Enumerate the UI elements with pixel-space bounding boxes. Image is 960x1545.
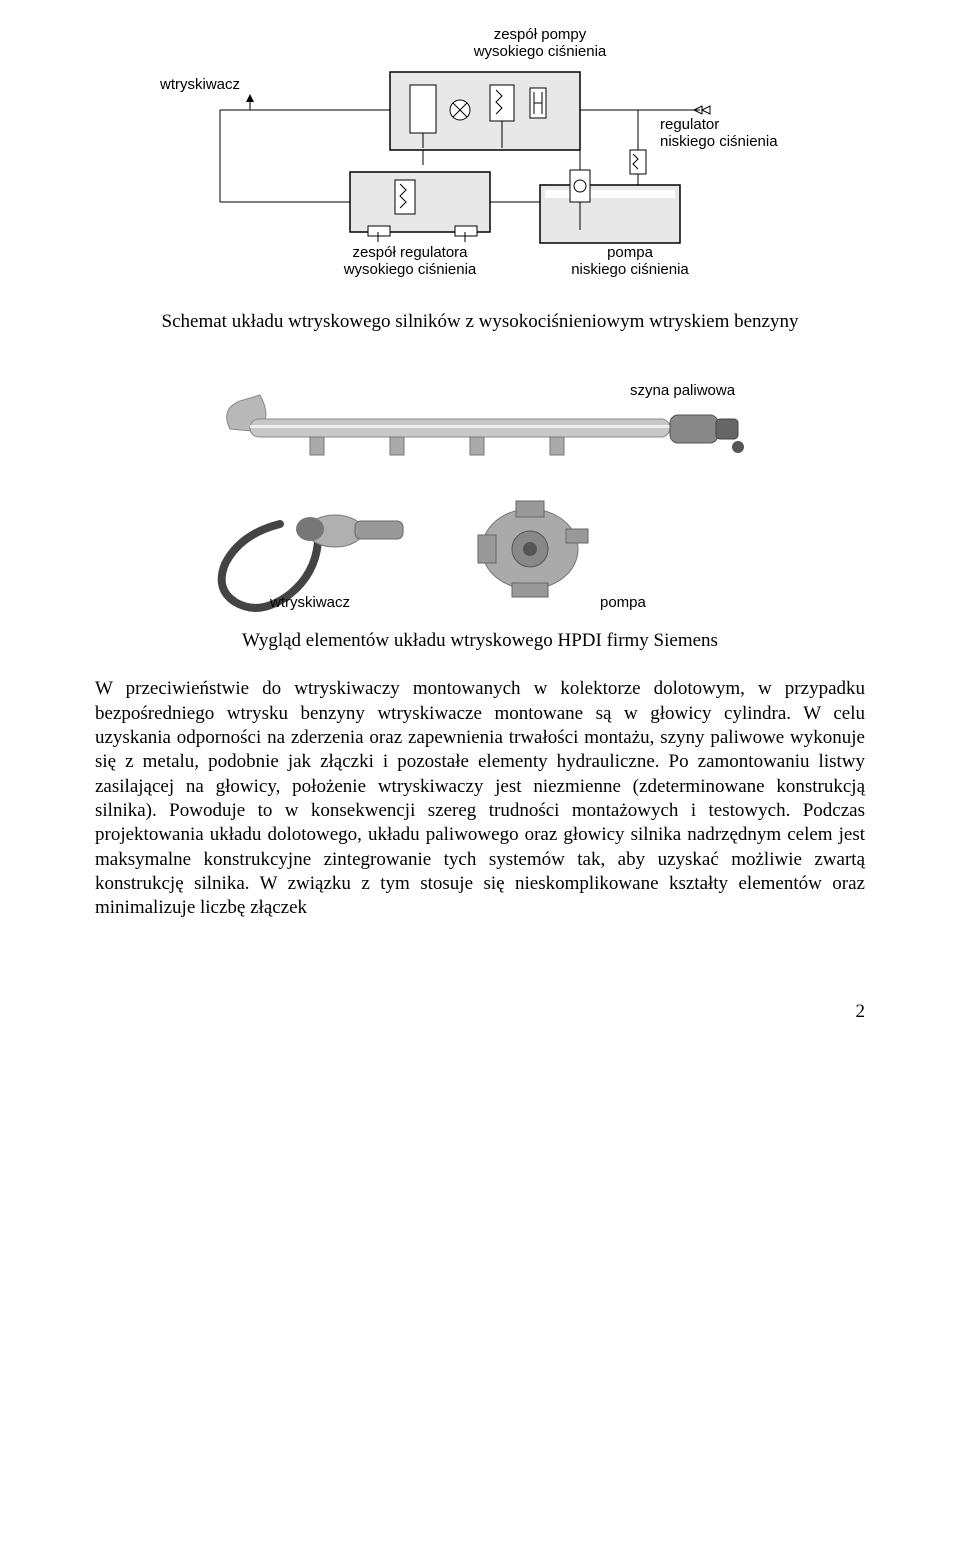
label-top-center: zespół pompywysokiego ciśnienia — [430, 26, 650, 61]
body-paragraph: W przeciwieństwie do wtryskiwaczy montow… — [95, 677, 865, 920]
pump-graphic — [478, 501, 588, 597]
label-bottom-right: pompaniskiego ciśnienia — [540, 244, 720, 279]
label-injector: wtryskiwacz — [269, 594, 350, 611]
components-photo: szyna paliwowa wtryskiwacz pompa — [95, 359, 865, 619]
fuel-rail-graphic — [227, 395, 744, 455]
label-bottom-left: zespół regulatorawysokiego ciśnienia — [310, 244, 510, 279]
label-pump: pompa — [600, 594, 647, 611]
label-right: regulatorniskiego ciśnienia — [660, 116, 810, 151]
label-fuel-rail: szyna paliwowa — [630, 382, 736, 399]
caption-schematic: Schemat układu wtryskowego silników z wy… — [95, 310, 865, 335]
caption-components: Wygląd elementów układu wtryskowego HPDI… — [95, 629, 865, 654]
page-number: 2 — [95, 1001, 865, 1023]
schematic-diagram: zespół pompywysokiego ciśnienia wtryskiw… — [95, 30, 865, 290]
label-left: wtryskiwacz — [160, 76, 260, 93]
